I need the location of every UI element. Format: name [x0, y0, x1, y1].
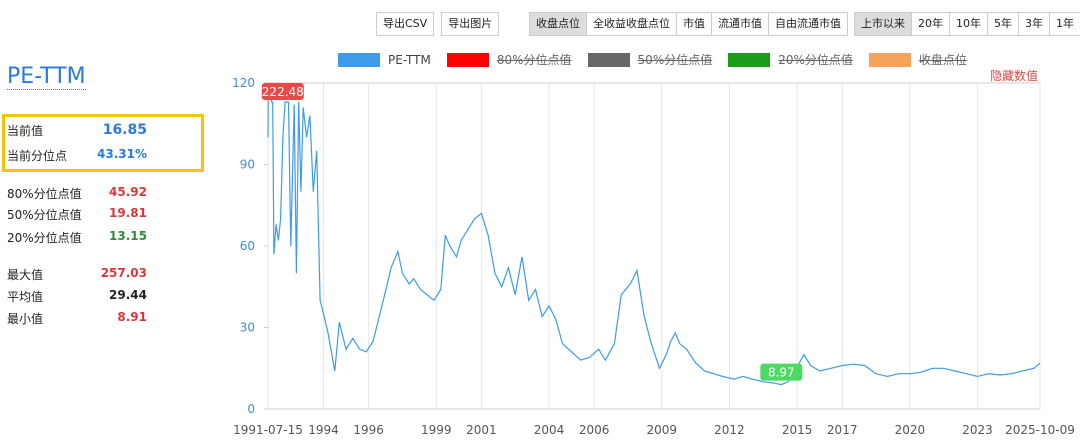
stat-label: 最大值	[7, 268, 44, 282]
stat-label: 20%分位点值	[7, 231, 82, 245]
y-tick-label: 60	[240, 239, 255, 253]
x-tick-label: 2023	[962, 423, 993, 437]
stat-row: 20%分位点值 13.15	[7, 229, 147, 246]
legend-swatch	[338, 52, 380, 67]
y-tick-label: 120	[232, 76, 255, 90]
stat-value: 257.03	[100, 266, 147, 280]
x-tick-label: 1996	[353, 423, 384, 437]
mode-button[interactable]: 收盘点位	[529, 12, 587, 36]
x-tick-label: 2017	[827, 423, 858, 437]
x-tick-label: 2001	[466, 423, 497, 437]
legend: PE-TTM 80%分位点值 50%分位点值 20%分位点值 收盘点位	[338, 51, 983, 68]
label-box	[261, 83, 304, 100]
legend-swatch	[728, 52, 771, 67]
stat-value: 45.92	[109, 185, 147, 199]
series-line	[267, 83, 1041, 386]
label-box	[760, 363, 803, 381]
legend-item[interactable]: 80%分位点值	[446, 51, 572, 68]
stat-row: 当前值 16.85	[7, 122, 147, 139]
x-tick-label: 1991-07-15	[233, 423, 303, 437]
y-tick-label: 30	[240, 321, 255, 335]
stat-label: 平均值	[7, 290, 44, 304]
stat-label: 当前分位点	[7, 149, 68, 163]
legend-item[interactable]: PE-TTM	[338, 51, 431, 68]
x-tick-label: 1999	[421, 423, 452, 437]
export-button[interactable]: 导出图片	[441, 12, 500, 36]
label-text: 222.48	[262, 85, 304, 99]
legend-label: 50%分位点值	[637, 53, 713, 67]
stat-label: 50%分位点值	[7, 208, 82, 222]
stat-value: 19.81	[109, 206, 147, 220]
stat-label: 最小值	[7, 312, 44, 326]
legend-swatch	[868, 52, 911, 67]
highlight-box	[2, 114, 204, 172]
mode-button[interactable]: 自由流通市值	[768, 12, 848, 36]
stat-row: 80%分位点值 45.92	[7, 185, 147, 202]
stat-value: 16.85	[102, 122, 147, 138]
x-tick-label: 2025-10-09	[1005, 423, 1075, 437]
stat-row: 最大值 257.03	[7, 266, 147, 283]
x-tick-label: 2004	[534, 423, 565, 437]
legend-swatch	[446, 52, 489, 67]
stat-value: 8.91	[117, 310, 147, 324]
range-group: 上市以来 20年 10年 5年 3年 1年	[854, 12, 1080, 36]
hide-values[interactable]: 隐藏数值	[989, 69, 1038, 83]
x-tick-label: 2020	[895, 423, 926, 437]
stat-row: 最小值 8.91	[7, 310, 147, 327]
label-text: 8.97	[768, 366, 795, 380]
mode-button[interactable]: 流通市值	[711, 12, 769, 36]
legend-label: PE-TTM	[388, 52, 431, 67]
stat-value: 29.44	[109, 288, 147, 302]
x-tick-label: 2015	[782, 423, 813, 437]
range-button[interactable]: 上市以来	[854, 12, 912, 36]
legend-swatch	[587, 52, 630, 67]
stat-row: 平均值 29.44	[7, 288, 147, 305]
range-button[interactable]: 3年	[1018, 12, 1050, 36]
mode-button[interactable]: 全收益收盘点位	[586, 12, 677, 36]
x-tick-label: 2012	[714, 423, 745, 437]
stat-value: 43.31%	[97, 147, 147, 161]
data-label: 8.97	[760, 363, 803, 381]
range-button[interactable]: 5年	[987, 12, 1019, 36]
export-button[interactable]: 导出CSV	[376, 12, 435, 36]
mode-group: 收盘点位 全收益收盘点位 市值 流通市值 自由流通市值	[529, 12, 848, 36]
stat-row: 当前分位点 43.31%	[7, 147, 147, 164]
stat-label: 当前值	[7, 124, 44, 138]
stat-value: 13.15	[109, 229, 147, 243]
legend-item[interactable]: 50%分位点值	[587, 51, 713, 68]
legend-item[interactable]: 20%分位点值	[728, 51, 853, 68]
mode-button[interactable]: 市值	[676, 12, 712, 36]
x-tick-label: 1994	[308, 423, 339, 437]
y-tick-label: 90	[240, 158, 255, 172]
stat-row: 50%分位点值 19.81	[7, 206, 147, 223]
legend-label: 20%分位点值	[778, 53, 853, 67]
export-group: 导出CSV 导出图片	[376, 12, 507, 36]
x-tick-label: 2009	[647, 423, 678, 437]
y-tick-label: 0	[247, 402, 255, 416]
plot-border	[267, 82, 1041, 410]
x-tick-label: 2006	[579, 423, 610, 437]
range-button[interactable]: 20年	[911, 12, 950, 36]
range-button[interactable]: 10年	[949, 12, 988, 36]
stat-label: 80%分位点值	[7, 187, 82, 201]
legend-label: 收盘点位	[918, 53, 967, 67]
legend-item[interactable]: 收盘点位	[868, 51, 967, 68]
data-label: 222.48	[261, 83, 304, 100]
legend-label: 80%分位点值	[496, 53, 572, 67]
range-button[interactable]: 1年	[1049, 12, 1080, 36]
panel-title: PE-TTM	[7, 64, 86, 90]
